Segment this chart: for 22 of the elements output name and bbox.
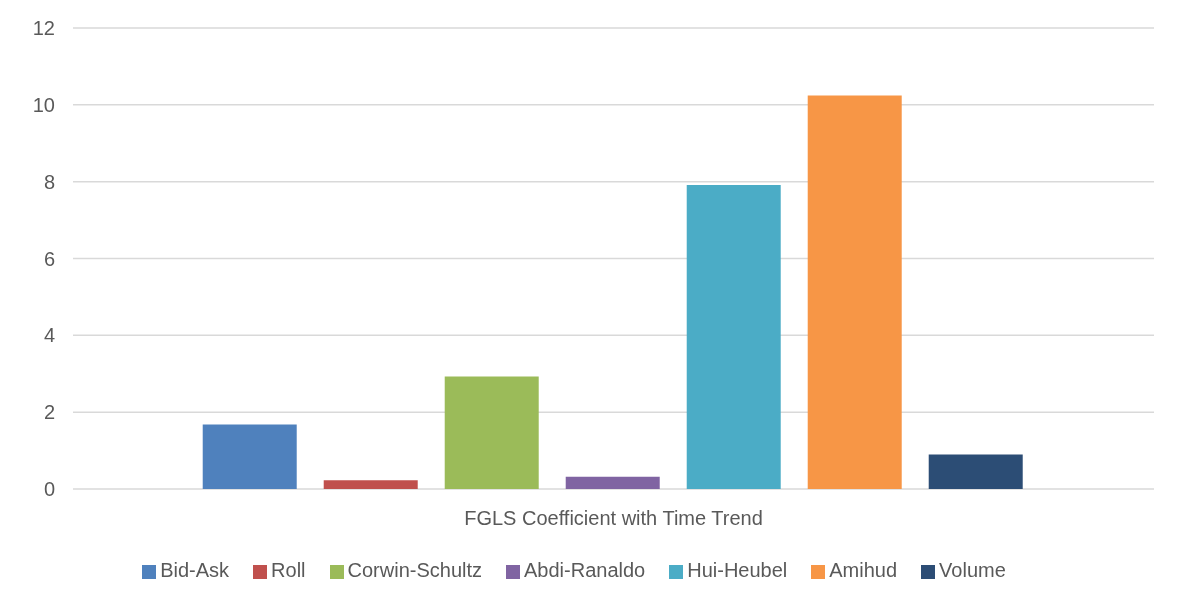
- x-tick-label: FGLS Coefficient with Time Trend: [464, 507, 763, 530]
- legend-label: Amihud: [829, 559, 898, 581]
- y-tick-label: 2: [43, 401, 55, 424]
- y-tick-label: 4: [43, 324, 55, 347]
- y-tick-label: 6: [43, 247, 55, 270]
- y-tick-label: 8: [43, 170, 55, 193]
- bar: [323, 480, 418, 489]
- legend-label: Abdi-Ranaldo: [524, 559, 646, 581]
- legend-label: Roll: [271, 559, 306, 581]
- bar: [686, 185, 781, 489]
- bar: [565, 476, 660, 489]
- bar: [807, 95, 902, 489]
- y-tick-label: 0: [43, 478, 55, 501]
- bar: [928, 454, 1023, 489]
- bar: [444, 376, 539, 489]
- bar: [202, 424, 297, 489]
- legend-label: Hui-Heubel: [687, 559, 788, 581]
- y-tick-label: 10: [32, 93, 55, 116]
- legend-label: Corwin-Schultz: [347, 559, 483, 581]
- y-tick-label: 12: [32, 17, 55, 40]
- legend-label: Volume: [939, 559, 1006, 581]
- legend-label: Bid-Ask: [160, 559, 230, 581]
